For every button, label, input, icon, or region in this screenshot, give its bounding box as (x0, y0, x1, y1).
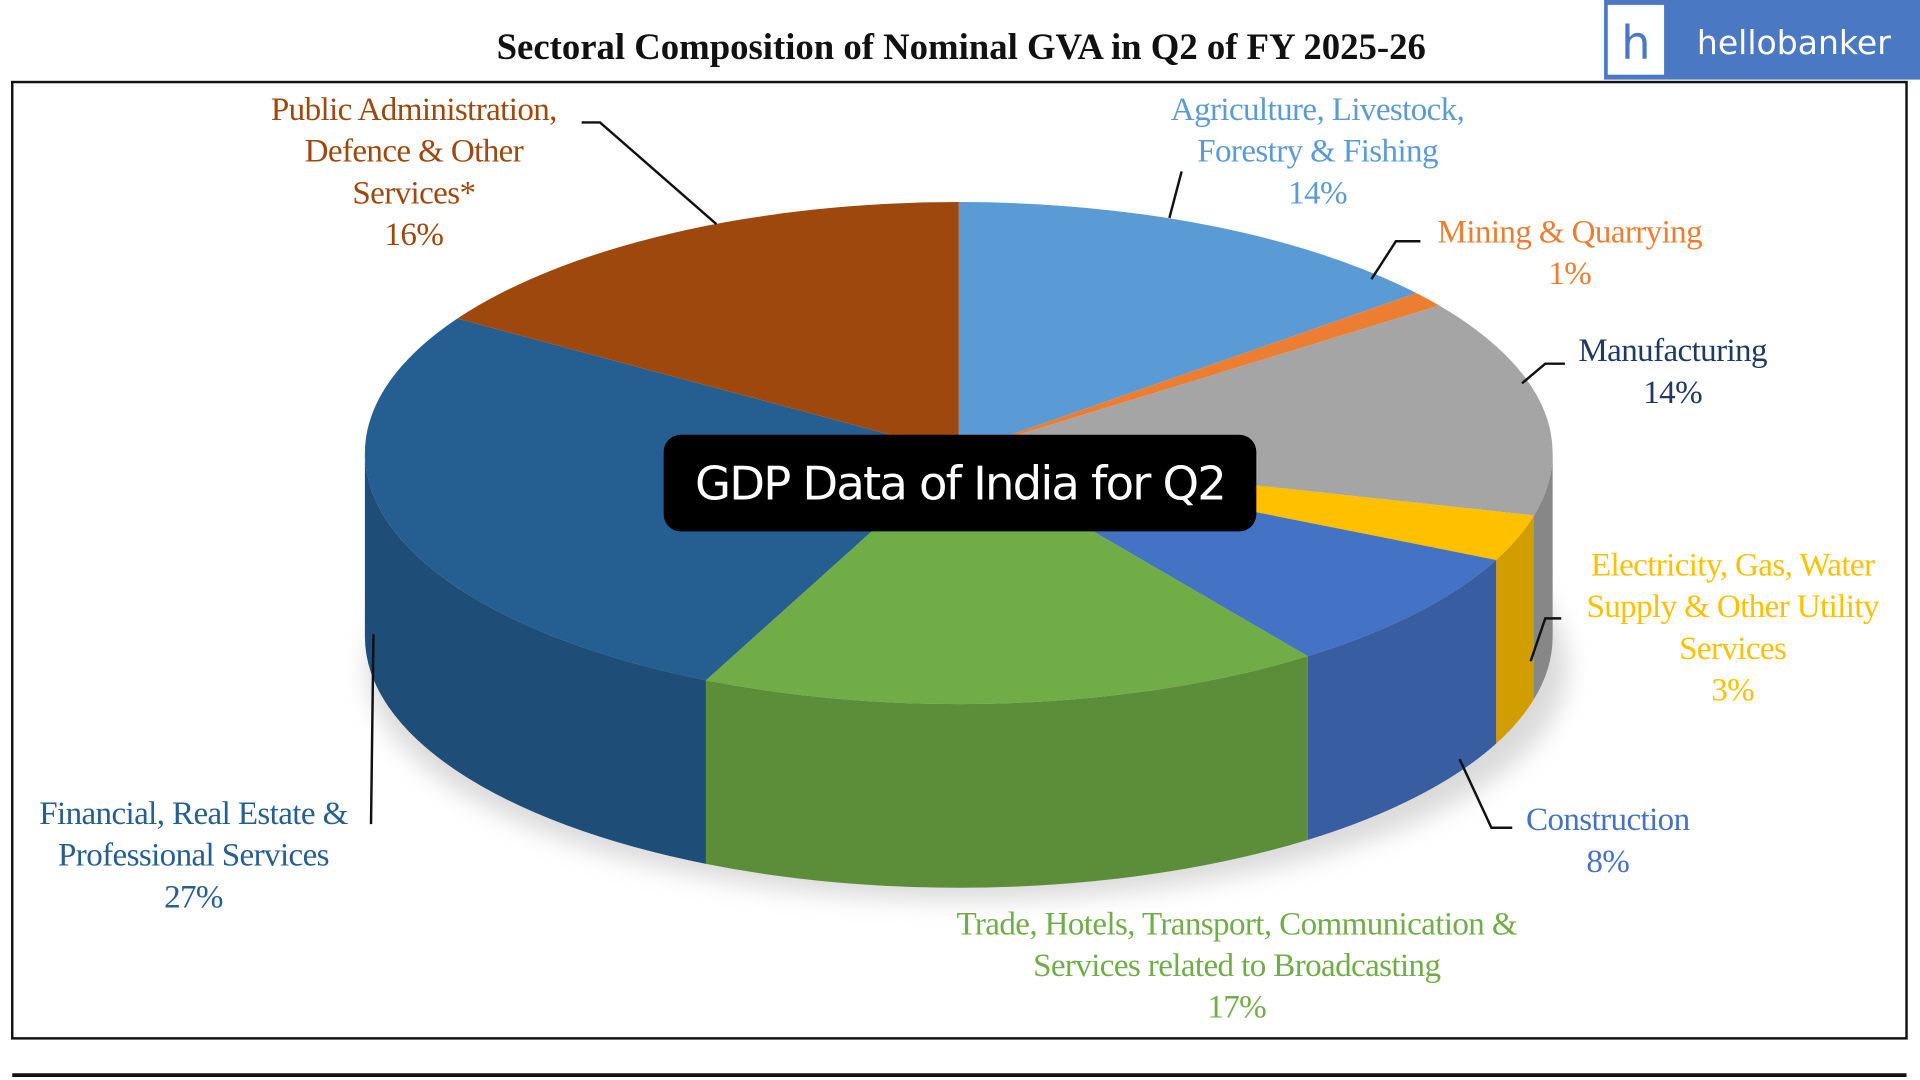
slice-label: Financial, Real Estate & Professional Se… (0, 792, 389, 917)
label-block: Electricity, Gas, Water Supply & Other U… (1549, 544, 1916, 711)
leader-line (581, 121, 718, 226)
label-block: Mining & Quarrying 1% (1386, 211, 1753, 294)
label-block: Public Administration, Defence & Other S… (218, 88, 610, 255)
slice (958, 293, 1440, 454)
brand-icon (1607, 4, 1665, 75)
label-block: Manufacturing 14% (1513, 329, 1831, 412)
caption-box (663, 434, 1257, 532)
category-label: Manufacturing (1578, 331, 1767, 369)
slice-side (1496, 515, 1534, 744)
slice-label: Public Administration, Defence & Other S… (218, 88, 610, 255)
category-label: Agriculture, Livestock, Forestry & Fishi… (1170, 90, 1465, 169)
slice-label: Construction 8% (1461, 798, 1755, 881)
value-label: 1% (1548, 254, 1592, 292)
value-label: 3% (1711, 671, 1755, 708)
labels: Agriculture, Livestock, Forestry & Fishi… (0, 88, 1916, 1027)
leader-line (1458, 758, 1513, 829)
slice-label: Manufacturing 14% (1513, 329, 1831, 412)
slice-label: Electricity, Gas, Water Supply & Other U… (1549, 544, 1916, 711)
slice-label: Agriculture, Livestock, Forestry & Fishi… (1060, 88, 1574, 213)
category-label: Trade, Hotels, Transport, Communication … (956, 904, 1517, 984)
label-block: Agriculture, Livestock, Forestry & Fishi… (1060, 88, 1574, 213)
label-block: Trade, Hotels, Transport, Communication … (869, 902, 1604, 1027)
leader-line (1370, 240, 1421, 280)
slice-side (364, 453, 706, 864)
leader-line (1521, 362, 1565, 385)
slice (705, 453, 1308, 705)
slice (364, 318, 959, 681)
value-label: 27% (164, 877, 223, 915)
value-label: 8% (1586, 842, 1630, 880)
slice (457, 202, 959, 454)
label-block: Construction 8% (1461, 798, 1755, 881)
category-label: Construction (1526, 800, 1690, 838)
brand-letter: h (1621, 16, 1650, 70)
slice-label: Trade, Hotels, Transport, Communication … (869, 902, 1604, 1027)
pie (364, 202, 1553, 888)
slice (958, 202, 1417, 454)
leader-lines (369, 121, 1565, 829)
leader-line (1168, 171, 1183, 219)
slice-side (1307, 559, 1497, 840)
value-label: 14% (1643, 373, 1703, 411)
label-block: Financial, Real Estate & Professional Se… (0, 792, 389, 917)
leader-line (369, 634, 375, 825)
category-label: Financial, Real Estate & Professional Se… (39, 794, 348, 874)
category-label: Mining & Quarrying (1437, 213, 1703, 250)
chart-frame (11, 80, 1908, 1040)
leader-line (1529, 617, 1562, 662)
slice-side (705, 656, 1308, 888)
value-label: 17% (1207, 988, 1267, 1025)
category-label: Public Administration, Defence & Other S… (270, 90, 558, 211)
value-label: 16% (384, 215, 444, 253)
caption: GDP Data of India for Q2 (695, 457, 1225, 511)
value-label: 14% (1288, 173, 1347, 211)
slice-label: Mining & Quarrying 1% (1386, 211, 1753, 294)
chart-title: Sectoral Composition of Nominal GVA in Q… (497, 26, 1426, 67)
brand-name: hellobanker (1697, 23, 1891, 62)
category-label: Electricity, Gas, Water Supply & Other U… (1586, 546, 1879, 667)
